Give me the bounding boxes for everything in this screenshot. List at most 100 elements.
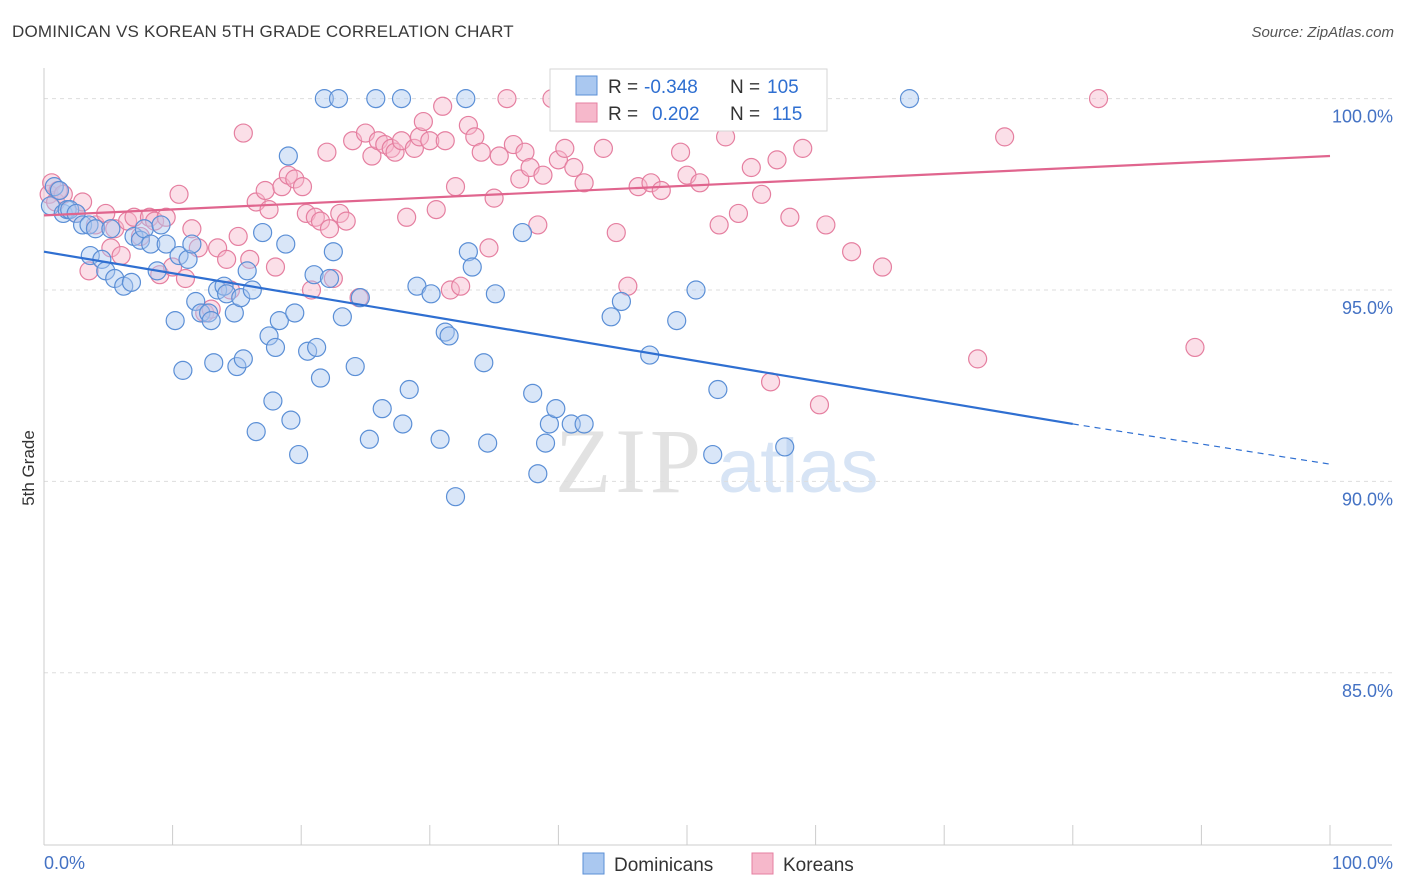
source-label: Source: ZipAtlas.com [1251,24,1394,41]
korean-point [381,138,401,158]
bottom-legend-label-koreans: Koreans [783,855,854,876]
korean-point [228,226,248,247]
korean-point [593,138,614,158]
dominican-point [289,444,309,465]
korean-point [79,261,99,281]
korean-point [1088,89,1109,109]
dominican-point [121,272,142,292]
dominican-point [49,180,70,201]
dominican-point [350,288,370,308]
dominican-point [366,89,386,109]
dominican-point [546,399,566,419]
bottom-legend-swatch-dominicans [582,852,605,875]
chart-title: DOMINICAN VS KOREAN 5TH GRADE CORRELATIO… [12,22,514,41]
korean-point [445,177,466,197]
korean-point [842,242,862,262]
korean-point [285,169,305,189]
legend-r-value-dominicans: -0.348 [644,77,698,98]
dominican-point [227,356,247,377]
korean-point [240,249,260,269]
korean-point [139,207,160,227]
korean-point [420,131,440,151]
korean-point [872,257,893,277]
korean-point [574,173,594,193]
dominican-point [237,261,257,281]
watermark-atlas: atlas [718,424,879,509]
legend-n-label-dominicans: N = [730,77,760,98]
dominican-point [44,177,64,197]
dominican-point [165,311,185,331]
dominican-point [199,303,219,323]
dominican-point [186,291,206,312]
dominican-point [345,356,365,377]
dominican-point [393,414,413,434]
korean-point [292,177,313,197]
dominican-point [439,326,459,346]
korean-point [336,211,356,231]
dominican-point [319,268,340,289]
korean-point [690,173,710,193]
legend-n-value-koreans: 115 [772,104,802,125]
korean-point [301,280,322,300]
y-tick-label: 90.0% [1342,489,1393,509]
dominican-point [253,222,273,243]
trend-lines [43,154,1331,465]
dominican-point [528,464,548,484]
dominican-point [156,234,176,254]
korean-point [385,142,405,162]
dominican-point [478,433,498,453]
dominican-point [269,311,289,331]
tick-labels: 100.0% 95.0% 90.0% 85.0% 0.0% 100.0% [44,107,1393,873]
korean-point [1185,337,1205,358]
korean-point [533,165,553,185]
dominican-point [182,234,202,254]
korean-point [670,142,691,162]
korean-point [433,96,453,116]
x-tick-label-min: 0.0% [44,853,85,873]
dominican-point [204,353,224,373]
dominican-point [601,307,621,327]
dominican-trend-line [43,250,1073,426]
dominican-point [231,288,251,308]
korean-point [995,127,1015,147]
dominican-point [191,303,211,323]
y-tick-label: 85.0% [1342,681,1393,701]
dominican-point [173,360,193,380]
dominican-point [458,242,478,262]
dominican-point [399,379,419,400]
dominican-point [285,303,305,323]
y-tick-label: 100.0% [1332,107,1393,127]
dominican-point [307,337,327,358]
dominican-point [130,230,151,250]
legend-n-label-koreans: N = [730,104,760,125]
x-tick-label-max: 100.0% [1332,853,1393,873]
dominican-point [85,219,106,239]
korean-point [330,203,350,224]
korean-point [479,238,499,258]
dominican-point [304,265,324,285]
dominican-point [178,249,198,269]
korean-point [111,245,131,266]
dominican-point [101,219,121,239]
dominican-point [686,280,706,300]
dominican-point [242,280,262,300]
dominican-point [259,326,279,346]
korean-point [484,188,504,208]
dominican-point [523,383,543,403]
korean-point [741,157,761,178]
dominican-trend-extension [1072,423,1331,465]
korean-point [709,215,729,235]
legend-swatch-dominicans [575,75,598,96]
dominican-point [359,429,379,449]
dominican-point [430,429,450,449]
dominican-point [276,234,296,254]
korean-point [651,180,671,201]
korean-point [793,138,813,158]
dominican-point [72,215,93,235]
dominican-point [435,322,455,342]
legend-r-label-dominicans: R = [608,77,638,98]
korean-point [458,115,478,136]
series-legend: Dominicans Koreans [582,852,854,876]
dominican-point [391,89,412,109]
